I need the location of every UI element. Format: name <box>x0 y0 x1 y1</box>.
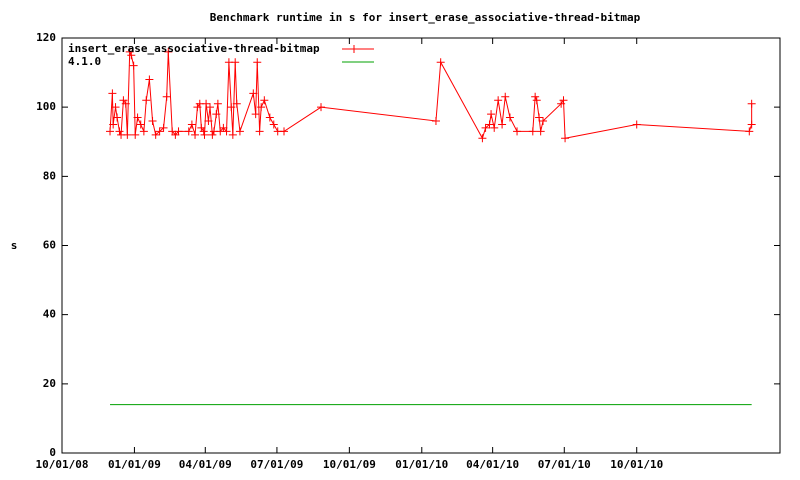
y-tick-label: 0 <box>49 446 56 459</box>
x-tick-label: 10/01/10 <box>610 458 663 471</box>
point-marker <box>253 58 262 67</box>
point-marker <box>204 117 213 125</box>
point-marker <box>109 120 118 129</box>
point-marker <box>317 103 326 112</box>
point-marker <box>528 127 537 136</box>
point-marker <box>280 127 289 136</box>
point-marker <box>487 110 496 119</box>
point-marker <box>747 99 756 108</box>
point-marker <box>436 58 445 67</box>
series-line <box>109 51 753 140</box>
point-marker <box>184 127 193 136</box>
legend-swatch <box>342 45 374 53</box>
x-tick-label: 01/01/09 <box>108 458 161 471</box>
y-axis-label: s <box>11 239 18 252</box>
x-tick-label: 01/01/10 <box>395 458 448 471</box>
point-marker <box>125 47 134 56</box>
point-marker <box>228 130 237 139</box>
point-marker <box>501 92 510 101</box>
point-marker <box>431 117 440 125</box>
point-marker <box>111 103 120 112</box>
point-marker <box>159 123 168 132</box>
y-tick-label: 20 <box>43 377 56 390</box>
point-marker <box>257 103 266 112</box>
point-marker <box>251 110 260 119</box>
x-tick-label: 07/01/09 <box>250 458 303 471</box>
legend-label: 4.1.0 <box>68 55 101 68</box>
point-marker <box>561 134 570 143</box>
point-marker <box>208 130 217 139</box>
point-marker <box>115 127 124 136</box>
point-marker <box>113 113 122 122</box>
point-marker <box>249 89 258 98</box>
point-marker <box>747 120 756 129</box>
x-tick-label: 10/01/08 <box>36 458 89 471</box>
point-marker <box>191 130 200 139</box>
y-tick-label: 60 <box>43 239 56 252</box>
point-marker <box>531 92 540 101</box>
point-marker <box>187 120 196 129</box>
y-tick-label: 100 <box>36 100 56 113</box>
point-marker <box>498 120 507 129</box>
y-tick-label: 120 <box>36 31 56 44</box>
plot-frame <box>61 37 781 454</box>
point-marker <box>255 127 264 136</box>
point-marker <box>106 127 115 136</box>
point-marker <box>206 103 215 112</box>
point-marker <box>174 127 183 136</box>
point-marker <box>485 120 494 129</box>
legend-label: insert_erase_associative-thread-bitmap <box>68 42 320 55</box>
point-marker <box>131 130 140 139</box>
point-marker <box>136 120 145 129</box>
point-marker <box>127 51 136 60</box>
point-marker <box>139 127 148 136</box>
chart-title: Benchmark runtime in s for insert_erase_… <box>210 11 641 24</box>
point-marker <box>505 113 514 122</box>
point-marker <box>232 99 241 108</box>
point-marker <box>162 92 171 101</box>
point-marker <box>269 120 278 129</box>
point-marker <box>539 117 548 125</box>
y-tick-label: 40 <box>43 308 56 321</box>
point-marker <box>632 120 641 129</box>
x-tick-label: 07/01/10 <box>538 458 591 471</box>
point-marker <box>559 96 568 105</box>
x-tick-label: 04/01/09 <box>179 458 232 471</box>
x-tick-label: 04/01/10 <box>466 458 519 471</box>
point-marker <box>142 96 151 105</box>
point-marker <box>133 113 142 122</box>
point-marker <box>265 113 274 122</box>
point-marker <box>478 134 487 143</box>
point-marker <box>222 127 231 136</box>
point-marker <box>151 130 160 139</box>
point-marker <box>231 58 240 67</box>
point-marker <box>513 127 522 136</box>
point-marker <box>145 75 154 84</box>
point-marker <box>155 127 164 136</box>
point-marker <box>260 96 269 105</box>
y-tick-label: 80 <box>43 169 56 182</box>
point-marker <box>212 110 221 119</box>
point-marker <box>123 130 132 139</box>
point-marker <box>164 47 173 56</box>
point-marker <box>535 113 544 122</box>
point-marker <box>532 96 541 105</box>
point-marker <box>148 117 157 125</box>
point-marker <box>227 103 236 112</box>
point-marker <box>200 130 209 139</box>
point-marker <box>490 123 499 132</box>
point-marker <box>108 89 117 98</box>
point-marker <box>481 123 490 132</box>
x-tick-label: 10/01/09 <box>323 458 376 471</box>
point-marker <box>494 96 503 105</box>
point-marker <box>121 99 130 108</box>
point-marker <box>536 127 545 136</box>
point-marker <box>202 99 211 108</box>
point-marker <box>129 61 138 70</box>
point-marker <box>199 127 208 136</box>
point-marker <box>745 127 754 136</box>
point-marker <box>213 99 222 108</box>
point-marker <box>235 127 244 136</box>
